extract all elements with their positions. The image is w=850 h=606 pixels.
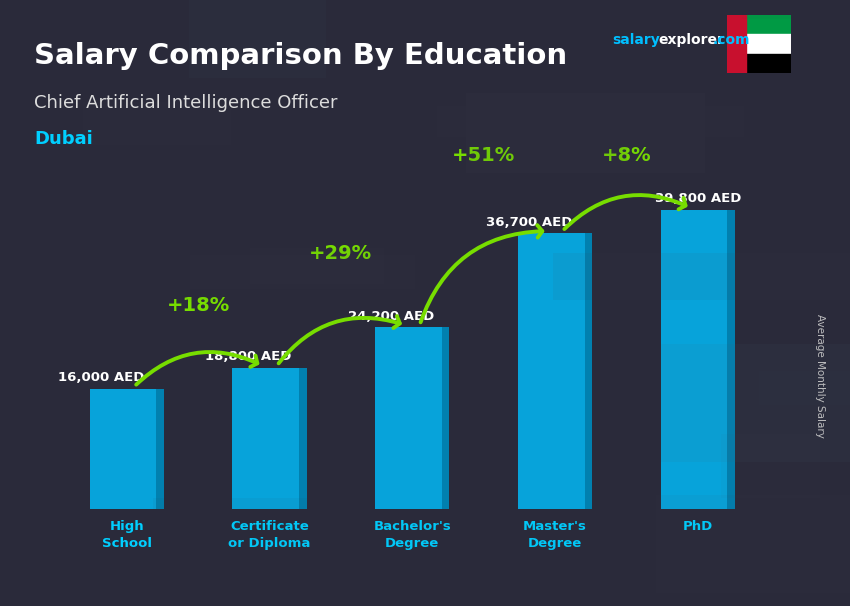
Text: +18%: +18% (167, 296, 230, 315)
Text: 36,700 AED: 36,700 AED (486, 216, 573, 228)
Text: +51%: +51% (452, 147, 515, 165)
Bar (232, 368, 307, 509)
Text: Salary Comparison By Education: Salary Comparison By Education (34, 42, 567, 70)
Bar (727, 15, 790, 35)
Text: +8%: +8% (602, 145, 651, 165)
Bar (375, 327, 450, 509)
Text: +29%: +29% (309, 244, 372, 263)
Text: Average Monthly Salary: Average Monthly Salary (815, 314, 825, 438)
Text: 24,200 AED: 24,200 AED (348, 310, 434, 322)
Bar (518, 233, 592, 509)
Bar (585, 233, 592, 509)
Bar (727, 35, 790, 53)
Bar (728, 210, 735, 509)
Bar (156, 389, 164, 509)
Bar (660, 210, 735, 509)
Bar (727, 53, 790, 73)
Text: Chief Artificial Intelligence Officer: Chief Artificial Intelligence Officer (34, 94, 337, 112)
Bar (299, 368, 307, 509)
Text: 16,000 AED: 16,000 AED (58, 371, 144, 384)
Bar (727, 15, 746, 73)
Bar (89, 389, 164, 509)
Text: 39,800 AED: 39,800 AED (654, 193, 741, 205)
Text: explorer: explorer (659, 33, 724, 47)
Bar (442, 327, 450, 509)
Text: .com: .com (712, 33, 750, 47)
Text: 18,800 AED: 18,800 AED (205, 350, 292, 363)
Text: salary: salary (612, 33, 660, 47)
Text: Dubai: Dubai (34, 130, 93, 148)
